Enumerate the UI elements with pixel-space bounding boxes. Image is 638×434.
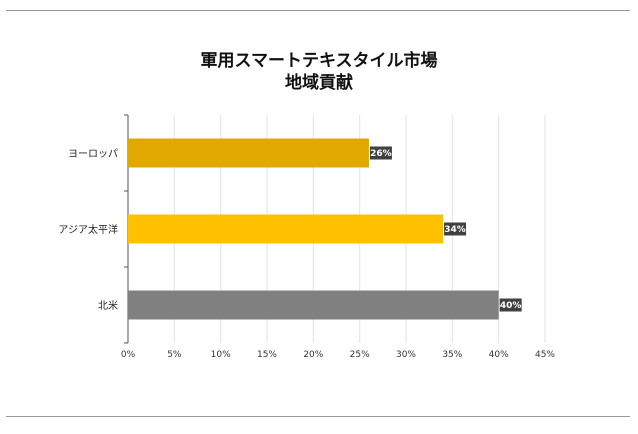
- category-label: 北米: [98, 299, 118, 312]
- chart-title: 軍用スマートテキスタイル市場: [200, 51, 438, 71]
- data-label-box: [444, 222, 467, 236]
- x-tick-label: 30%: [396, 350, 416, 360]
- x-tick-label: 15%: [257, 350, 277, 360]
- data-label-box: [499, 298, 522, 312]
- top-rule: [6, 10, 630, 11]
- x-tick-label: 25%: [350, 350, 370, 360]
- chart-title-block: 軍用スマートテキスタイル市場 地域貢献: [0, 50, 638, 94]
- x-tick-label: 5%: [167, 350, 182, 360]
- bottom-rule: [6, 416, 630, 417]
- x-tick-label: 10%: [211, 350, 231, 360]
- bar: [128, 138, 369, 168]
- x-tick-label: 35%: [442, 350, 462, 360]
- x-tick-label: 0%: [121, 350, 136, 360]
- data-label: 26%: [370, 149, 392, 159]
- category-label: ヨーロッパ: [68, 148, 118, 160]
- category-label: アジア太平洋: [58, 223, 118, 236]
- chart-subtitle: 地域貢献: [285, 73, 353, 93]
- bar: [128, 290, 499, 320]
- x-tick-label: 20%: [303, 350, 323, 360]
- data-label-box: [369, 146, 392, 160]
- x-tick-label: 40%: [489, 350, 509, 360]
- data-label: 40%: [500, 301, 522, 311]
- bar: [128, 214, 444, 244]
- x-tick-label: 45%: [535, 350, 555, 360]
- data-label: 34%: [444, 225, 466, 235]
